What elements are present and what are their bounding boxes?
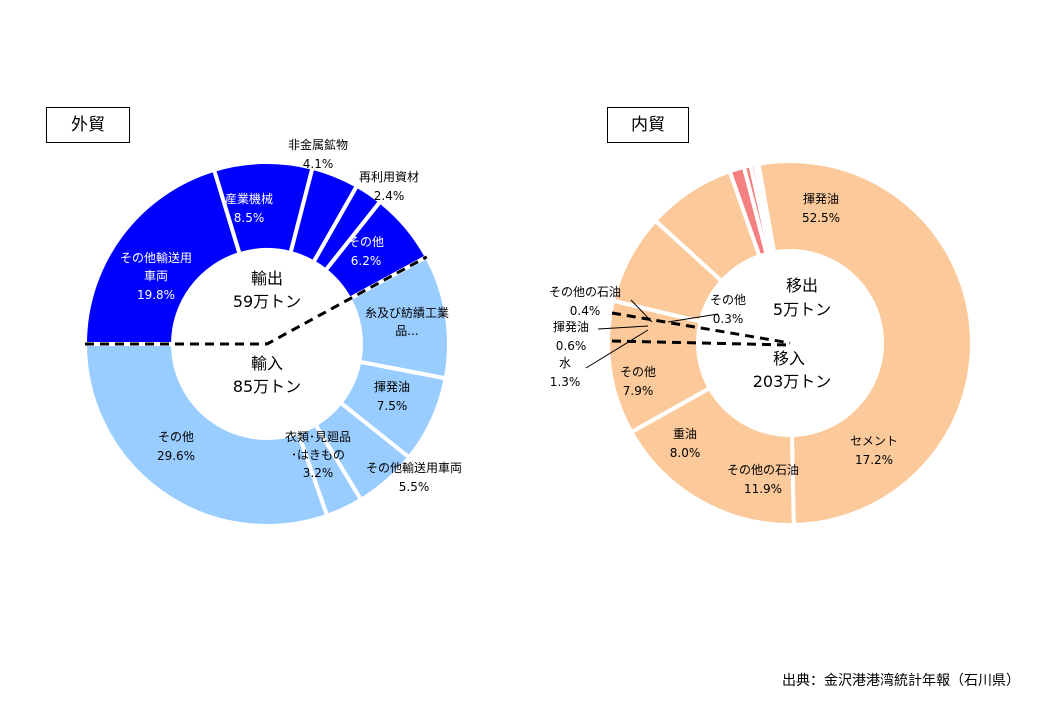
- foreign-label-7-name: その他輸送用車両: [366, 460, 462, 475]
- domestic-label-4-name: その他: [620, 365, 656, 379]
- foreign-divider: [85, 255, 428, 346]
- foreign-label-2-name: 非金属鉱物: [288, 137, 348, 152]
- foreign-slice-0: [82, 167, 243, 346]
- foreign-label-3-pct: 2.4%: [374, 189, 405, 203]
- foreign-label-8-name2: ･はきもの: [291, 448, 345, 462]
- domestic-small-label-1-pct: 0.6%: [556, 339, 587, 353]
- foreign-label-5-name2: 品...: [395, 324, 418, 338]
- domestic-slice-0: [756, 159, 974, 528]
- source-note: 出典：金沢港港湾統計年報（石川県）: [782, 673, 1020, 689]
- domestic-small-label-0-name: 水: [559, 356, 571, 370]
- foreign-label-0-name: その他輸送用: [120, 250, 192, 265]
- domestic-label-4-pct: 7.9%: [623, 384, 654, 398]
- domestic-label-2-name: その他の石油: [727, 463, 799, 477]
- domestic-label-2-pct: 11.9%: [744, 482, 782, 496]
- foreign-label-8-name: 衣類･見廻品: [285, 429, 351, 444]
- foreign-center-import-amount: 85万トン: [233, 377, 301, 396]
- foreign-label-5-name: 糸及び紡績工業: [365, 305, 449, 320]
- domestic-small-label-3-pct: 0.3%: [713, 312, 744, 326]
- foreign-label-2-pct: 4.1%: [303, 157, 334, 171]
- domestic-trade-title: 内貿: [607, 107, 689, 143]
- domestic-small-label-3-name: その他: [710, 293, 746, 307]
- foreign-label-9-name: その他: [158, 430, 194, 444]
- domestic-center-outbound-amount: 5万トン: [773, 300, 831, 319]
- domestic-slice-8: [752, 161, 777, 256]
- domestic-label-3-pct: 8.0%: [670, 446, 701, 460]
- domestic-leader-1: [597, 325, 649, 330]
- foreign-label-0-pct: 19.8%: [137, 288, 175, 302]
- domestic-leader-0: [630, 299, 653, 323]
- foreign-label-4-pct: 6.2%: [351, 254, 382, 268]
- domestic-center-inbound-name: 移入: [773, 349, 805, 368]
- foreign-slice-9: [82, 342, 330, 528]
- domestic-slice-1: [628, 385, 796, 527]
- domestic-small-label-0-pct: 1.3%: [550, 375, 581, 389]
- foreign-center-import-name: 輸入: [251, 354, 283, 373]
- foreign-label-8-pct: 3.2%: [303, 466, 334, 480]
- domestic-divider-top: [611, 311, 791, 345]
- foreign-center-export-name: 輸出: [251, 269, 283, 288]
- foreign-label-4-name: その他: [348, 235, 384, 249]
- domestic-center-inbound-amount: 203万トン: [753, 372, 832, 391]
- foreign-label-1-name: 産業機械: [225, 191, 273, 206]
- domestic-label-0-pct: 52.5%: [802, 211, 840, 225]
- foreign-label-9-pct: 29.6%: [157, 449, 195, 463]
- domestic-small-label-2-name: その他の石油: [549, 285, 621, 299]
- domestic-label-1-pct: 17.2%: [855, 453, 893, 467]
- foreign-label-0-name2: 車両: [144, 269, 168, 283]
- domestic-label-1-name: セメント: [850, 434, 898, 448]
- domestic-leader-3: [667, 313, 719, 323]
- domestic-leader-2: [585, 329, 649, 369]
- domestic-small-label-2-pct: 0.4%: [570, 304, 601, 318]
- foreign-label-7-pct: 5.5%: [399, 480, 430, 494]
- foreign-label-6-name: 揮発油: [374, 380, 410, 394]
- domestic-small-label-1-name: 揮発油: [553, 320, 589, 334]
- domestic-center-outbound-name: 移出: [786, 276, 818, 295]
- domestic-label-0-name: 揮発油: [803, 192, 839, 206]
- foreign-label-3-name: 再利用資材: [359, 170, 419, 184]
- foreign-label-6-pct: 7.5%: [377, 399, 408, 413]
- domestic-label-3-name: 重油: [673, 427, 697, 441]
- foreign-trade-title: 外貿: [46, 107, 130, 143]
- foreign-label-1-pct: 8.5%: [234, 211, 265, 225]
- foreign-center-export-amount: 59万トン: [233, 292, 301, 311]
